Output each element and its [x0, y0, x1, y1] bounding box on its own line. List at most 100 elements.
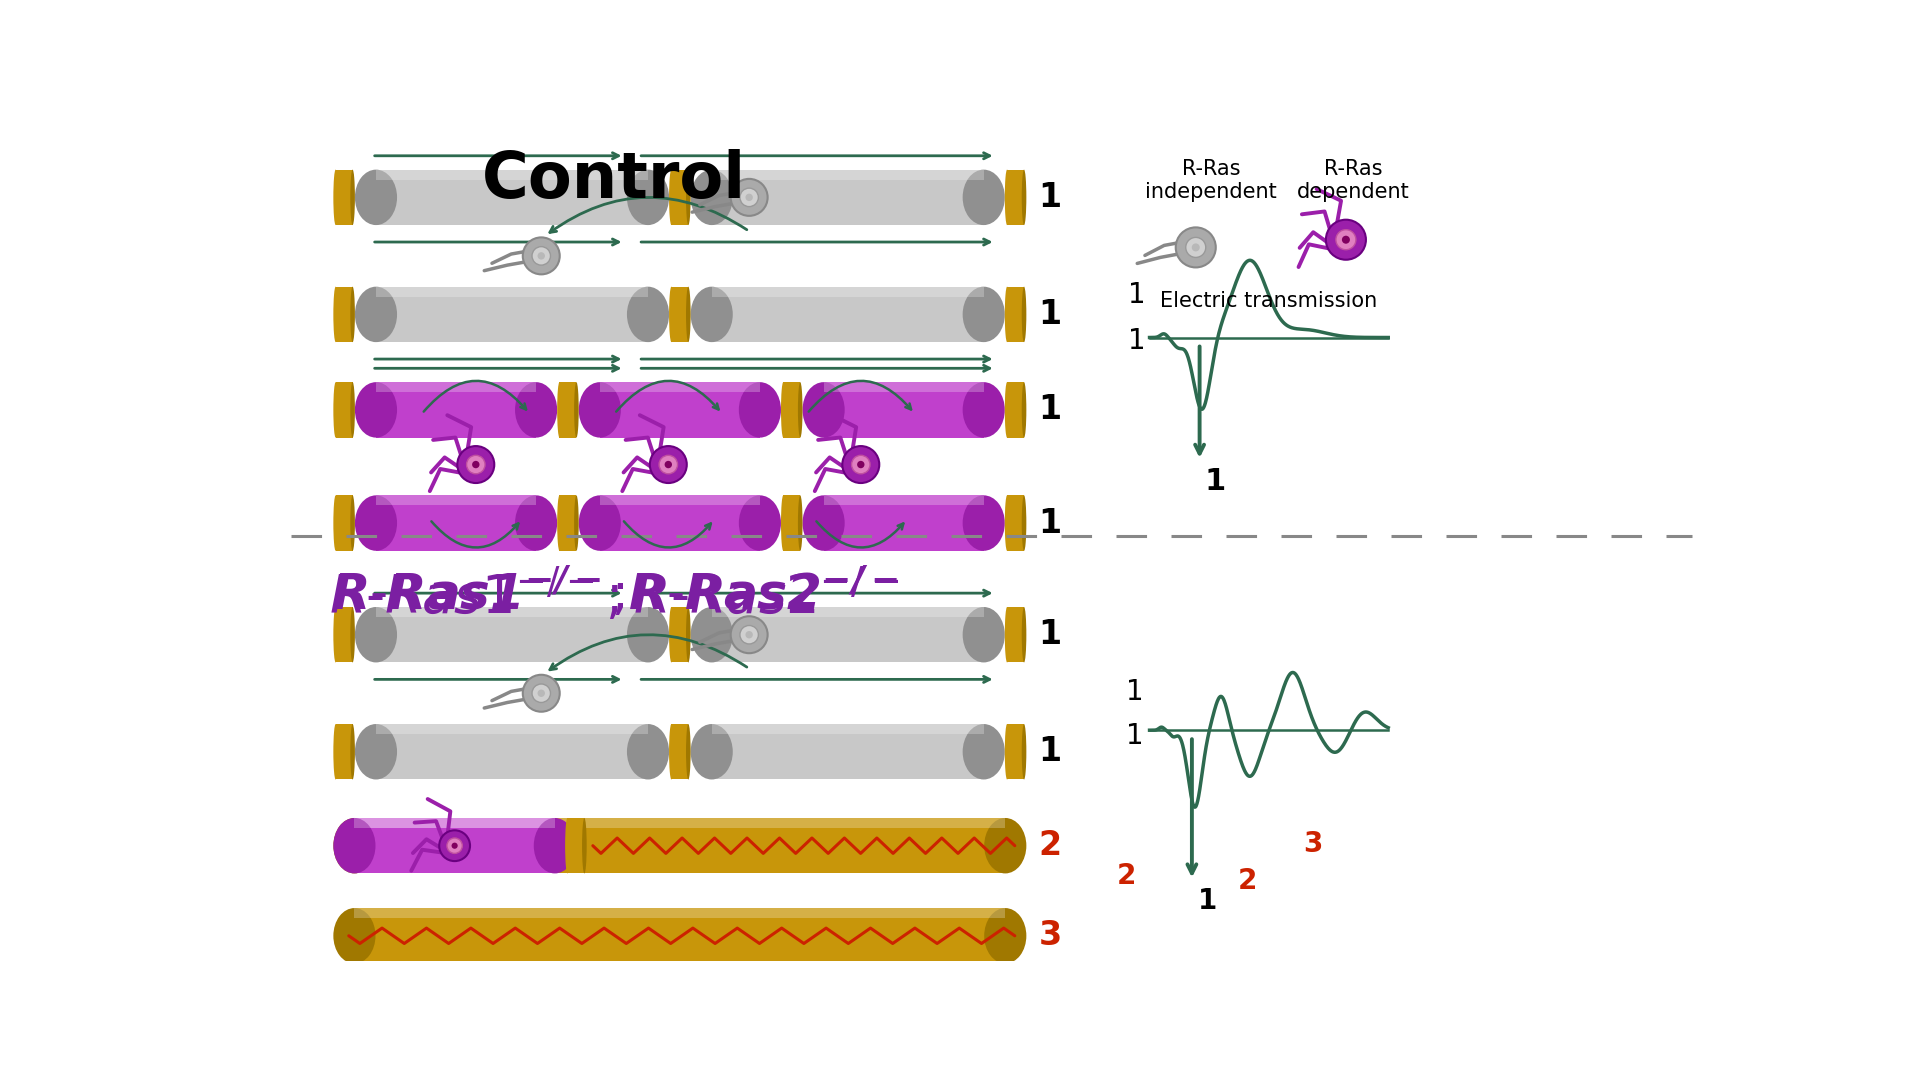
Ellipse shape: [564, 818, 570, 874]
Ellipse shape: [856, 461, 864, 469]
Polygon shape: [1008, 286, 1023, 342]
Ellipse shape: [781, 496, 785, 551]
Polygon shape: [712, 170, 983, 225]
Ellipse shape: [472, 461, 480, 469]
Text: 1: 1: [1039, 507, 1062, 540]
Ellipse shape: [745, 193, 753, 201]
Ellipse shape: [732, 617, 768, 653]
Ellipse shape: [1327, 219, 1365, 259]
Polygon shape: [355, 818, 555, 828]
Polygon shape: [376, 170, 649, 225]
Polygon shape: [376, 607, 649, 662]
Ellipse shape: [962, 496, 1004, 551]
FancyArrowPatch shape: [641, 365, 989, 372]
Polygon shape: [376, 382, 536, 392]
Text: 1: 1: [1039, 618, 1062, 651]
Ellipse shape: [355, 496, 397, 551]
Ellipse shape: [685, 286, 691, 342]
Polygon shape: [599, 496, 760, 505]
Text: R-Ras
independent: R-Ras independent: [1144, 159, 1277, 202]
Ellipse shape: [334, 818, 376, 874]
Ellipse shape: [457, 446, 493, 483]
Text: 1: 1: [1206, 467, 1227, 496]
Polygon shape: [376, 286, 649, 342]
FancyArrowPatch shape: [641, 239, 989, 245]
Polygon shape: [712, 286, 983, 342]
Ellipse shape: [739, 382, 781, 437]
Ellipse shape: [1004, 170, 1010, 225]
Ellipse shape: [447, 838, 463, 853]
Ellipse shape: [739, 625, 758, 644]
Text: 1: 1: [1039, 298, 1062, 330]
Ellipse shape: [534, 818, 576, 874]
Ellipse shape: [685, 724, 691, 780]
Polygon shape: [355, 908, 1006, 963]
Polygon shape: [712, 607, 983, 662]
Polygon shape: [568, 818, 584, 874]
Ellipse shape: [691, 286, 733, 342]
Polygon shape: [336, 286, 353, 342]
Polygon shape: [336, 170, 353, 225]
Polygon shape: [376, 496, 536, 505]
Ellipse shape: [668, 170, 674, 225]
Text: 1: 1: [1039, 180, 1062, 214]
Polygon shape: [336, 382, 353, 437]
FancyArrowPatch shape: [424, 381, 526, 411]
Ellipse shape: [522, 675, 561, 712]
Ellipse shape: [515, 382, 557, 437]
Polygon shape: [672, 724, 687, 780]
FancyArrowPatch shape: [641, 590, 989, 596]
Ellipse shape: [1342, 235, 1350, 244]
Polygon shape: [559, 496, 576, 551]
Ellipse shape: [538, 689, 545, 697]
Polygon shape: [355, 818, 1006, 828]
Text: 1: 1: [1198, 887, 1217, 915]
Ellipse shape: [803, 382, 845, 437]
Ellipse shape: [691, 724, 733, 780]
Ellipse shape: [1192, 243, 1200, 252]
Polygon shape: [376, 724, 649, 780]
Text: 1: 1: [1127, 281, 1146, 309]
Polygon shape: [672, 607, 687, 662]
Ellipse shape: [659, 456, 678, 474]
FancyArrowPatch shape: [374, 676, 618, 683]
Polygon shape: [712, 170, 983, 179]
Polygon shape: [1008, 170, 1023, 225]
Polygon shape: [376, 286, 649, 297]
Polygon shape: [824, 382, 983, 392]
Ellipse shape: [1004, 286, 1010, 342]
Ellipse shape: [557, 382, 563, 437]
Ellipse shape: [628, 607, 668, 662]
Ellipse shape: [574, 496, 578, 551]
Ellipse shape: [1004, 496, 1010, 551]
Text: 2: 2: [1117, 863, 1137, 891]
Polygon shape: [783, 496, 801, 551]
Ellipse shape: [355, 170, 397, 225]
Ellipse shape: [668, 724, 674, 780]
Ellipse shape: [668, 286, 674, 342]
Ellipse shape: [1021, 170, 1027, 225]
Ellipse shape: [685, 607, 691, 662]
Ellipse shape: [1021, 724, 1027, 780]
Ellipse shape: [799, 382, 803, 437]
Polygon shape: [783, 382, 801, 437]
Ellipse shape: [355, 382, 397, 437]
Ellipse shape: [1021, 607, 1027, 662]
Ellipse shape: [852, 456, 870, 474]
Ellipse shape: [578, 496, 620, 551]
Polygon shape: [376, 607, 649, 617]
Ellipse shape: [691, 170, 733, 225]
FancyArrowPatch shape: [549, 198, 747, 232]
Ellipse shape: [628, 286, 668, 342]
Text: 1: 1: [1127, 327, 1146, 355]
FancyArrowPatch shape: [374, 365, 618, 372]
Ellipse shape: [985, 818, 1027, 874]
Ellipse shape: [355, 286, 397, 342]
Ellipse shape: [962, 286, 1004, 342]
Ellipse shape: [781, 382, 785, 437]
FancyArrowPatch shape: [374, 239, 618, 245]
Polygon shape: [824, 496, 983, 505]
Ellipse shape: [1021, 382, 1027, 437]
Ellipse shape: [582, 818, 588, 874]
Polygon shape: [336, 496, 353, 551]
